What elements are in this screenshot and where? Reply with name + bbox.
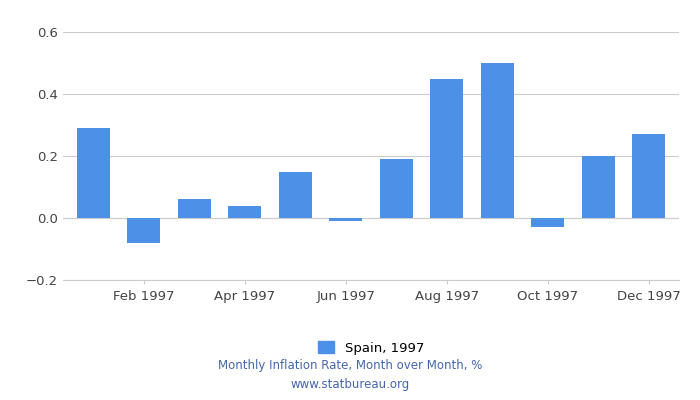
Bar xyxy=(178,200,211,218)
Bar xyxy=(228,206,261,218)
Bar xyxy=(279,172,312,218)
Bar xyxy=(430,78,463,218)
Bar xyxy=(582,156,615,218)
Text: Monthly Inflation Rate, Month over Month, %: Monthly Inflation Rate, Month over Month… xyxy=(218,360,482,372)
Bar xyxy=(329,218,362,221)
Bar xyxy=(77,128,110,218)
Text: www.statbureau.org: www.statbureau.org xyxy=(290,378,410,391)
Bar xyxy=(481,63,514,218)
Bar xyxy=(632,134,665,218)
Bar xyxy=(531,218,564,227)
Bar xyxy=(380,159,413,218)
Bar xyxy=(127,218,160,243)
Legend: Spain, 1997: Spain, 1997 xyxy=(318,341,424,354)
